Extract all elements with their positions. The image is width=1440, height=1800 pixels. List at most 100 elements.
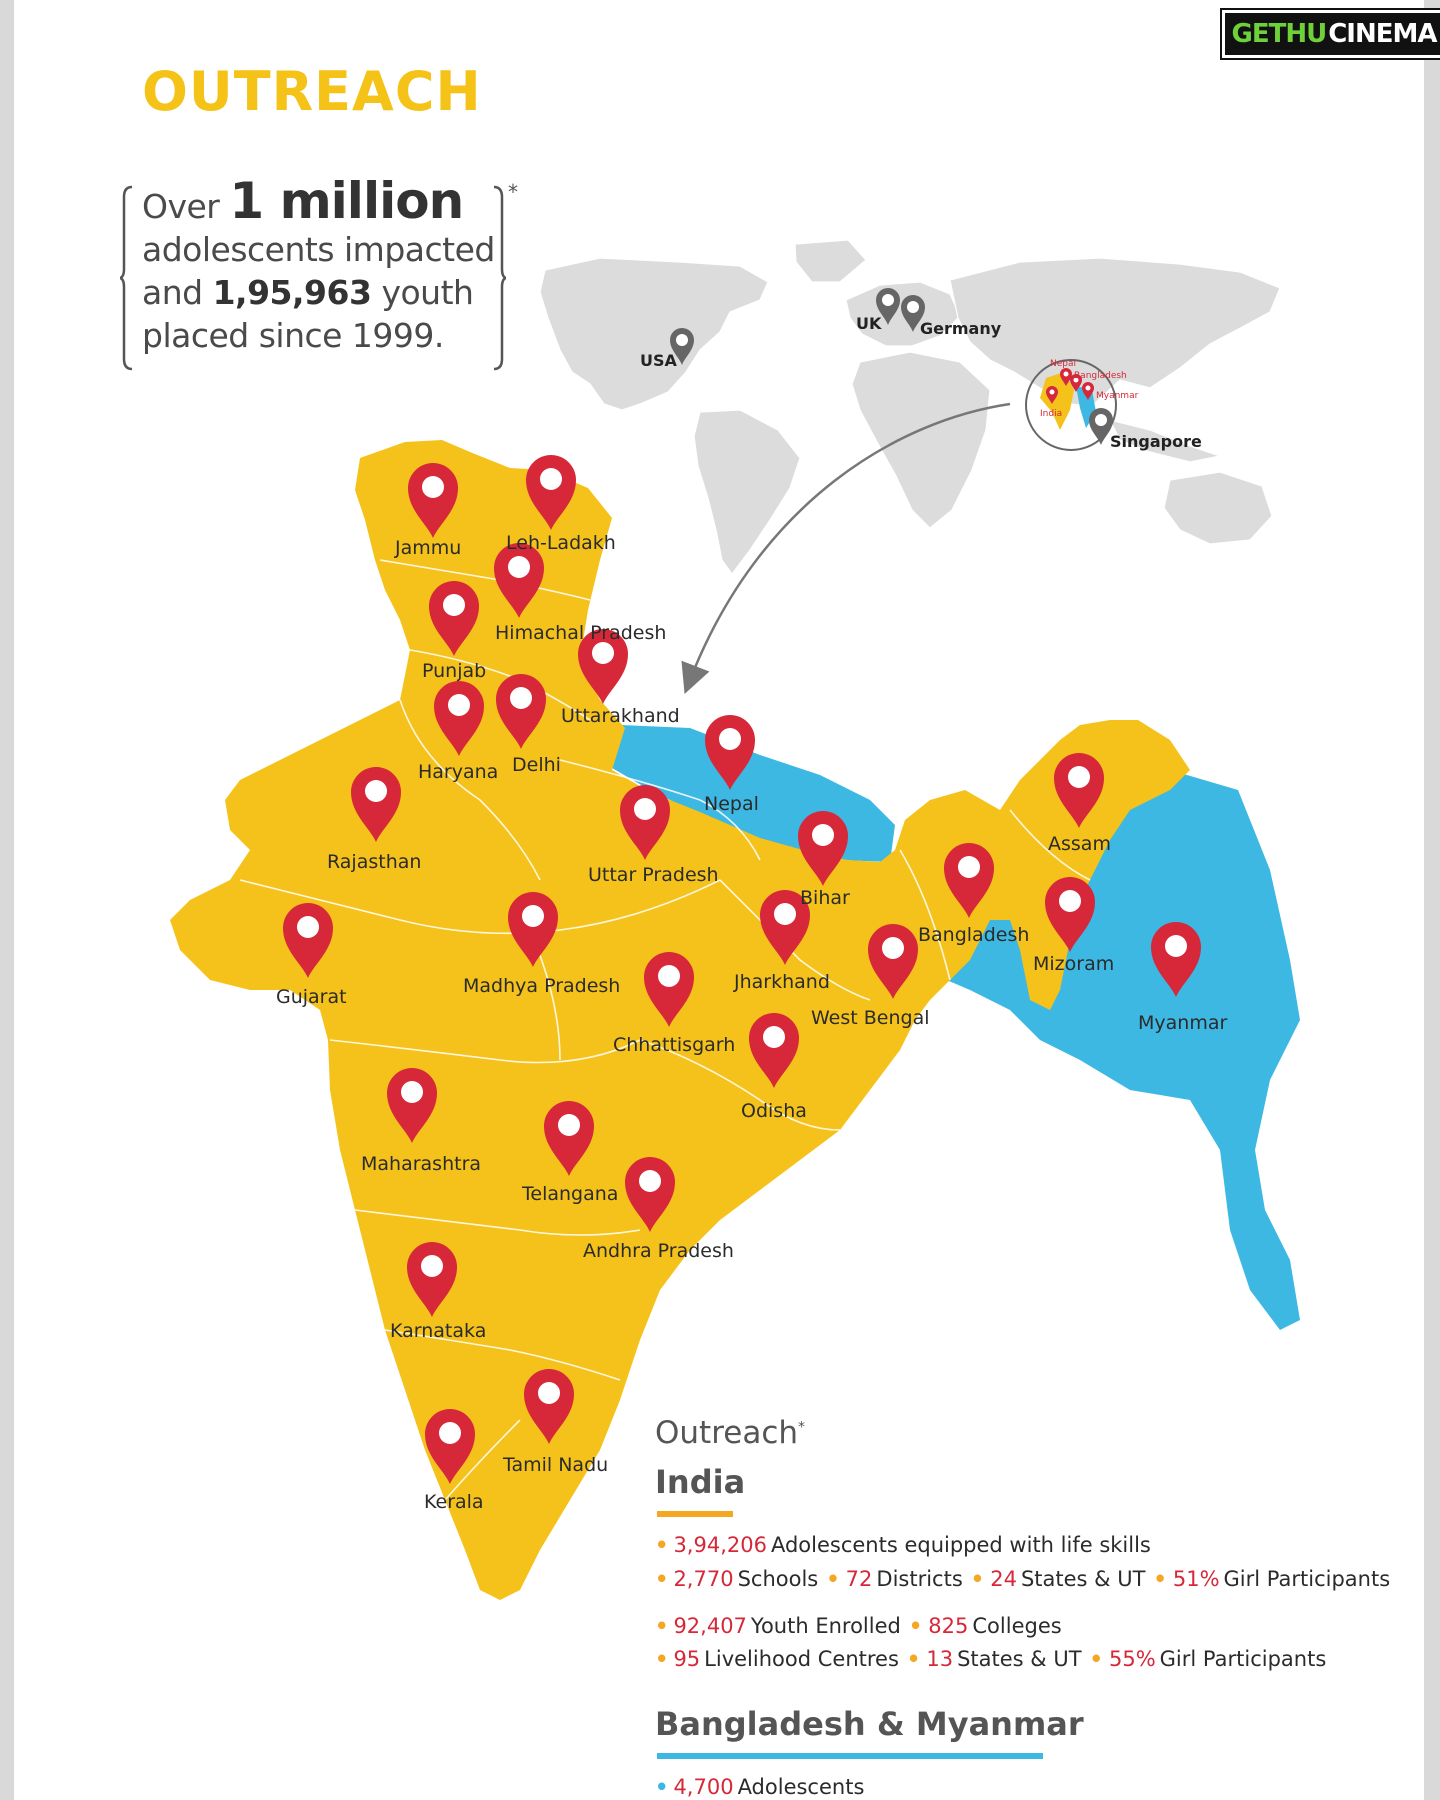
inset-circle <box>1025 359 1117 451</box>
stat-text: Youth Enrolled <box>750 1614 901 1638</box>
stat-text: Livelihood Centres <box>704 1647 899 1671</box>
stat-text: States & UT <box>1020 1567 1146 1591</box>
stat-num: 3,94,206 <box>673 1533 767 1557</box>
stat-num: 2,770 <box>673 1567 734 1591</box>
india-region <box>170 440 1190 1600</box>
label-jammu: Jammu <box>394 537 461 559</box>
label-odisha: Odisha <box>741 1100 807 1122</box>
stat-num: 13 <box>926 1647 954 1671</box>
label-haryana: Haryana <box>418 761 498 783</box>
label-maharashtra: Maharashtra <box>361 1153 481 1175</box>
watermark-part2: CINEMA <box>1328 19 1437 49</box>
stat-num: 95 <box>673 1647 701 1671</box>
stat-num: 825 <box>928 1614 969 1638</box>
stat-num: 4,700 <box>673 1775 734 1799</box>
impact-asterisk: * <box>508 180 518 204</box>
impact-and: and <box>142 273 203 312</box>
africa <box>851 351 991 529</box>
stats-heading-mark: * <box>798 1419 806 1436</box>
page-edge-right <box>1424 0 1440 1800</box>
stat-text: Girl Participants <box>1159 1647 1327 1671</box>
zoom-arrow <box>681 402 1011 694</box>
label-mp: Madhya Pradesh <box>463 975 620 997</box>
stat-num: 92,407 <box>673 1614 747 1638</box>
india-row-4: • 95 Livelihood Centres • 13 States & UT • 55% G… <box>655 1647 1327 1671</box>
label-wb: West Bengal <box>811 1007 930 1029</box>
label-ap: Andhra Pradesh <box>583 1240 734 1262</box>
impact-line4: placed since 1999. <box>142 316 444 355</box>
stat-text: States & UT <box>957 1647 1082 1671</box>
bm-row-1: • 4,700 Adolescents <box>655 1775 865 1799</box>
stat-num: 24 <box>990 1567 1017 1591</box>
label-assam: Assam <box>1048 833 1111 855</box>
right-bracket-icon <box>493 185 506 371</box>
label-up: Uttar Pradesh <box>588 864 719 886</box>
stat-num: 51% <box>1172 1567 1220 1591</box>
bm-title: Bangladesh & Myanmar <box>655 1705 1084 1743</box>
stat-text: Girl Participants <box>1223 1567 1391 1591</box>
inset-label-india: India <box>1040 409 1062 419</box>
impact-text: Over 1 million adolescents impacted and … <box>142 176 502 357</box>
impact-callout: * Over 1 million adolescents impacted an… <box>120 176 518 375</box>
label-jharkhand: Jharkhand <box>733 971 830 993</box>
label-delhi: Delhi <box>512 754 561 776</box>
greenland <box>794 239 867 283</box>
label-chhattisgarh: Chhattisgarh <box>613 1034 735 1056</box>
label-karnataka: Karnataka <box>390 1320 486 1342</box>
inset-label-nepal: Nepal <box>1050 359 1076 369</box>
stat-text: Districts <box>876 1567 963 1591</box>
label-mizoram: Mizoram <box>1033 953 1114 975</box>
bm-underline <box>657 1753 1043 1759</box>
label-bihar: Bihar <box>800 887 850 909</box>
world-label-uk: UK <box>856 314 882 333</box>
australia <box>1163 471 1273 545</box>
southeast-asia <box>1108 419 1223 463</box>
impact-youth-count: 1,95,963 <box>212 273 372 312</box>
impact-youth: youth <box>381 273 474 312</box>
stat-text: Schools <box>737 1567 819 1591</box>
label-bangladesh: Bangladesh <box>918 924 1029 946</box>
left-bracket-icon <box>120 185 133 371</box>
impact-million: 1 million <box>229 172 464 230</box>
label-nepal: Nepal <box>704 793 759 815</box>
stat-text: Colleges <box>972 1614 1062 1638</box>
world-label-singapore: Singapore <box>1110 432 1202 451</box>
page-edge-left <box>0 0 14 1800</box>
world-map <box>539 239 1281 576</box>
stat-num: 55% <box>1108 1647 1156 1671</box>
india-underline <box>657 1511 733 1517</box>
region-labels: Jammu Leh-Ladakh Himachal Pradesh Punjab… <box>276 532 1227 1513</box>
india-row-2: • 2,770 Schools • 72 Districts • 24 States & UT •… <box>655 1567 1391 1591</box>
label-leh: Leh-Ladakh <box>506 532 616 554</box>
stat-num: 72 <box>845 1567 873 1591</box>
label-telangana: Telangana <box>521 1183 618 1205</box>
world-label-germany: Germany <box>920 319 1002 338</box>
world-label-usa: USA <box>640 351 678 370</box>
india-title: India <box>655 1463 746 1501</box>
inset-india <box>1040 372 1074 430</box>
india-row-1: • 3,94,206 Adolescents equipped with life … <box>655 1533 1151 1557</box>
stat-text: Adolescents equipped with life skills <box>770 1533 1151 1557</box>
india-row-3: • 92,407 Youth Enrolled • 825 Colleges <box>655 1614 1062 1638</box>
page-title: OUTREACH <box>142 60 482 123</box>
label-kerala: Kerala <box>424 1491 484 1513</box>
inset-label-bangladesh: Bangladesh <box>1074 371 1127 381</box>
label-tn: Tamil Nadu <box>502 1454 608 1476</box>
stat-text: Adolescents <box>737 1775 865 1799</box>
stats-heading-text: Outreach <box>655 1415 799 1451</box>
label-myanmar: Myanmar <box>1138 1012 1227 1034</box>
north-america <box>539 257 769 411</box>
impact-over: Over <box>142 187 220 226</box>
label-rajasthan: Rajasthan <box>327 851 421 873</box>
watermark-part1: GETHU <box>1231 19 1328 49</box>
watermark-logo: GETHU CINEMA <box>1222 10 1440 58</box>
stats-heading: Outreach* <box>655 1415 805 1451</box>
label-punjab: Punjab <box>422 660 486 682</box>
label-himachal: Himachal Pradesh <box>495 622 666 644</box>
impact-line2: adolescents impacted <box>142 230 495 269</box>
south-america <box>693 409 801 576</box>
label-gujarat: Gujarat <box>276 986 347 1008</box>
asia <box>949 257 1281 407</box>
label-uttarakhand: Uttarakhand <box>561 705 680 727</box>
